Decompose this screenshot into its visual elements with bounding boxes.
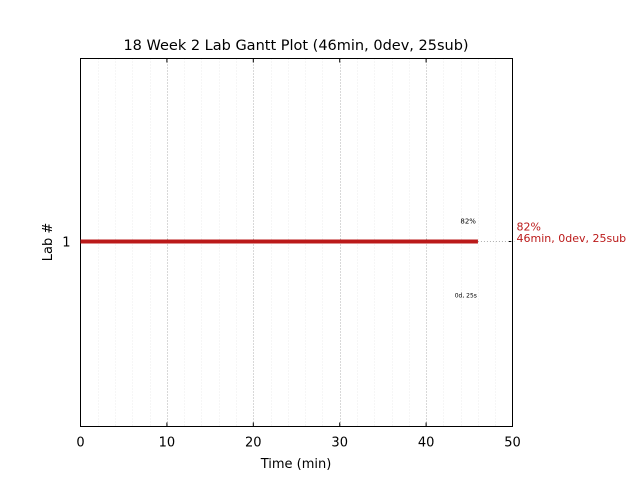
x-tick-label: 40 xyxy=(418,436,435,451)
x-axis-ticks: 0 10 20 30 40 50 xyxy=(76,58,521,451)
x-tick-label: 20 xyxy=(245,436,262,451)
bar-percent-label: 82% xyxy=(460,218,476,226)
y-axis-label: Lab # xyxy=(41,223,56,262)
chart-title: 18 Week 2 Lab Gantt Plot (46min, 0dev, 2… xyxy=(123,38,468,54)
bar-detail-label: 0d, 25s xyxy=(455,293,477,300)
y-tick-label: 1 xyxy=(62,236,70,251)
x-tick-label: 30 xyxy=(331,436,348,451)
gantt-bar xyxy=(80,239,478,244)
x-axis-label: Time (min) xyxy=(260,457,332,472)
x-tick-label: 10 xyxy=(159,436,176,451)
side-label-summary: 46min, 0dev, 25sub xyxy=(517,232,627,245)
x-tick-label: 50 xyxy=(504,436,521,451)
side-label-percent: 82% xyxy=(517,221,541,234)
x-tick-label: 0 xyxy=(76,436,84,451)
